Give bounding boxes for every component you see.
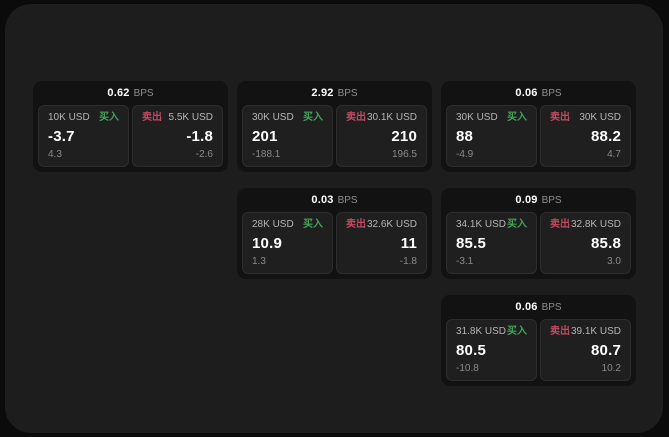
- buy-price: 85.5: [456, 235, 486, 252]
- sell-price: 11: [400, 235, 417, 252]
- buy-side-label: 买入: [99, 112, 119, 123]
- bps-value: 2.92: [311, 87, 334, 99]
- sell-quote-panel[interactable]: 卖出 32.8K USD 85.8 3.0: [540, 212, 631, 274]
- sell-amount: 39.1K USD: [570, 326, 621, 337]
- sell-quote-panel[interactable]: 卖出 30K USD 88.2 4.7: [540, 105, 631, 167]
- card-header: 0.09 BPS: [446, 188, 631, 212]
- card-body: 30K USD 买入 201 -188.1 卖出 30.1K USD 210 1…: [242, 105, 427, 167]
- sell-change: 4.7: [607, 149, 621, 160]
- sell-amount: 30.1K USD: [366, 112, 417, 123]
- buy-side-label: 买入: [507, 219, 527, 230]
- buy-amount: 30K USD: [252, 112, 294, 123]
- buy-side-label: 买入: [507, 112, 527, 123]
- buy-change: 1.3: [252, 256, 266, 267]
- sell-side-label: 卖出: [550, 219, 570, 230]
- bps-value: 0.06: [515, 301, 538, 313]
- card-body: 30K USD 买入 88 -4.9 卖出 30K USD 88.2 4.7: [446, 105, 631, 167]
- sell-quote-panel[interactable]: 卖出 30.1K USD 210 196.5: [336, 105, 427, 167]
- sell-quote-panel[interactable]: 卖出 32.6K USD 11 -1.8: [336, 212, 427, 274]
- quote-card: 0.03 BPS 28K USD 买入 10.9 1.3 卖出 32.6K US…: [237, 188, 432, 279]
- buy-quote-panel[interactable]: 28K USD 买入 10.9 1.3: [242, 212, 333, 274]
- buy-amount: 31.8K USD: [456, 326, 507, 337]
- bps-value: 0.09: [515, 194, 538, 206]
- card-header: 2.92 BPS: [242, 81, 427, 105]
- buy-price: -3.7: [48, 128, 75, 145]
- buy-change: 4.3: [48, 149, 62, 160]
- buy-quote-panel[interactable]: 34.1K USD 买入 85.5 -3.1: [446, 212, 537, 274]
- bps-unit-label: BPS: [337, 194, 358, 206]
- buy-amount: 28K USD: [252, 219, 294, 230]
- sell-amount: 30K USD: [579, 112, 621, 123]
- sell-quote-panel[interactable]: 卖出 5.5K USD -1.8 -2.6: [132, 105, 223, 167]
- card-body: 10K USD 买入 -3.7 4.3 卖出 5.5K USD -1.8 -2.…: [38, 105, 223, 167]
- card-header: 0.06 BPS: [446, 81, 631, 105]
- sell-change: 10.2: [601, 363, 621, 374]
- buy-price: 201: [252, 128, 278, 145]
- sell-amount: 32.8K USD: [570, 219, 621, 230]
- app-window: 0.62 BPS 10K USD 买入 -3.7 4.3 卖出 5.5K USD: [5, 4, 663, 433]
- bps-value: 0.06: [515, 87, 538, 99]
- buy-amount: 34.1K USD: [456, 219, 507, 230]
- buy-amount: 30K USD: [456, 112, 498, 123]
- buy-price: 88: [456, 128, 474, 145]
- buy-side-label: 买入: [303, 219, 323, 230]
- sell-change: 196.5: [391, 149, 417, 160]
- quote-card: 0.06 BPS 30K USD 买入 88 -4.9 卖出 30K USD: [441, 81, 636, 172]
- sell-price: 85.8: [591, 235, 621, 252]
- card-body: 31.8K USD 买入 80.5 -10.8 卖出 39.1K USD 80.…: [446, 319, 631, 381]
- buy-price: 80.5: [456, 342, 486, 359]
- bps-unit-label: BPS: [337, 87, 358, 99]
- bps-unit-label: BPS: [541, 301, 562, 313]
- sell-price: 80.7: [591, 342, 621, 359]
- card-header: 0.06 BPS: [446, 295, 631, 319]
- sell-amount: 5.5K USD: [168, 112, 213, 123]
- card-header: 0.62 BPS: [38, 81, 223, 105]
- card-body: 28K USD 买入 10.9 1.3 卖出 32.6K USD 11 -1.8: [242, 212, 427, 274]
- buy-quote-panel[interactable]: 10K USD 买入 -3.7 4.3: [38, 105, 129, 167]
- sell-change: 3.0: [607, 256, 621, 267]
- buy-amount: 10K USD: [48, 112, 90, 123]
- sell-price: 88.2: [591, 128, 621, 145]
- sell-side-label: 卖出: [346, 112, 366, 123]
- sell-side-label: 卖出: [142, 112, 162, 123]
- buy-quote-panel[interactable]: 30K USD 买入 88 -4.9: [446, 105, 537, 167]
- card-body: 34.1K USD 买入 85.5 -3.1 卖出 32.8K USD 85.8…: [446, 212, 631, 274]
- buy-quote-panel[interactable]: 31.8K USD 买入 80.5 -10.8: [446, 319, 537, 381]
- quote-card-grid: 0.62 BPS 10K USD 买入 -3.7 4.3 卖出 5.5K USD: [5, 4, 663, 386]
- sell-change: -2.6: [195, 149, 213, 160]
- quote-card: 0.62 BPS 10K USD 买入 -3.7 4.3 卖出 5.5K USD: [33, 81, 228, 172]
- card-header: 0.03 BPS: [242, 188, 427, 212]
- quote-card: 2.92 BPS 30K USD 买入 201 -188.1 卖出 30.1K …: [237, 81, 432, 172]
- sell-change: -1.8: [399, 256, 417, 267]
- sell-amount: 32.6K USD: [366, 219, 417, 230]
- sell-side-label: 卖出: [550, 112, 570, 123]
- quote-card: 0.09 BPS 34.1K USD 买入 85.5 -3.1 卖出 32.8K…: [441, 188, 636, 279]
- bps-unit-label: BPS: [133, 87, 154, 99]
- bps-value: 0.03: [311, 194, 334, 206]
- bps-unit-label: BPS: [541, 194, 562, 206]
- buy-side-label: 买入: [303, 112, 323, 123]
- buy-quote-panel[interactable]: 30K USD 买入 201 -188.1: [242, 105, 333, 167]
- sell-price: -1.8: [186, 128, 213, 145]
- buy-side-label: 买入: [507, 326, 527, 337]
- buy-change: -4.9: [456, 149, 474, 160]
- buy-change: -3.1: [456, 256, 474, 267]
- sell-quote-panel[interactable]: 卖出 39.1K USD 80.7 10.2: [540, 319, 631, 381]
- quote-card: 0.06 BPS 31.8K USD 买入 80.5 -10.8 卖出 39.1…: [441, 295, 636, 386]
- bps-value: 0.62: [107, 87, 130, 99]
- buy-change: -188.1: [252, 149, 281, 160]
- buy-change: -10.8: [456, 363, 479, 374]
- bps-unit-label: BPS: [541, 87, 562, 99]
- sell-side-label: 卖出: [346, 219, 366, 230]
- sell-side-label: 卖出: [550, 326, 570, 337]
- sell-price: 210: [391, 128, 417, 145]
- buy-price: 10.9: [252, 235, 282, 252]
